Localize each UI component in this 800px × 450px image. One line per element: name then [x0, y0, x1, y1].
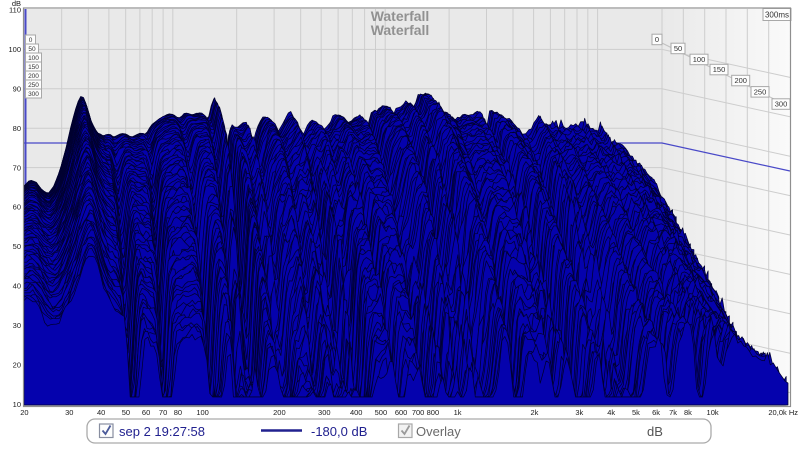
svg-text:700: 700: [412, 408, 425, 417]
svg-text:100: 100: [8, 45, 21, 54]
svg-text:7k: 7k: [669, 408, 677, 417]
svg-text:80: 80: [13, 124, 21, 133]
svg-text:20,0k Hz: 20,0k Hz: [768, 408, 798, 417]
svg-text:Overlay: Overlay: [416, 424, 461, 439]
svg-text:2k: 2k: [530, 408, 538, 417]
svg-text:Waterfall: Waterfall: [371, 8, 430, 24]
svg-text:20: 20: [13, 360, 21, 369]
svg-text:0: 0: [29, 37, 33, 44]
svg-text:70: 70: [159, 408, 167, 417]
svg-text:500: 500: [375, 408, 388, 417]
svg-text:150: 150: [28, 64, 39, 71]
svg-text:50: 50: [674, 44, 682, 53]
svg-text:dB: dB: [12, 0, 21, 8]
svg-text:300: 300: [318, 408, 331, 417]
svg-text:600: 600: [395, 408, 408, 417]
svg-text:50: 50: [122, 408, 130, 417]
svg-text:4k: 4k: [607, 408, 615, 417]
svg-text:3k: 3k: [575, 408, 583, 417]
svg-text:150: 150: [713, 65, 726, 74]
svg-text:6k: 6k: [652, 408, 660, 417]
svg-text:Waterfall: Waterfall: [371, 22, 430, 38]
svg-text:100: 100: [693, 55, 706, 64]
svg-text:-180,0 dB: -180,0 dB: [311, 424, 367, 439]
svg-text:50: 50: [28, 46, 36, 53]
svg-text:300: 300: [775, 100, 788, 109]
svg-text:10: 10: [13, 400, 21, 409]
svg-text:dB: dB: [647, 424, 663, 439]
svg-text:300ms: 300ms: [765, 10, 789, 19]
svg-text:20: 20: [20, 408, 28, 417]
svg-text:200: 200: [28, 73, 39, 80]
svg-text:60: 60: [142, 408, 150, 417]
svg-text:40: 40: [13, 282, 21, 291]
svg-text:1k: 1k: [454, 408, 462, 417]
svg-text:0: 0: [655, 35, 659, 44]
svg-text:100: 100: [28, 55, 39, 62]
svg-text:800: 800: [427, 408, 440, 417]
svg-text:5k: 5k: [632, 408, 640, 417]
svg-text:200: 200: [734, 76, 747, 85]
svg-text:30: 30: [65, 408, 73, 417]
svg-text:250: 250: [754, 88, 767, 97]
svg-text:70: 70: [13, 163, 21, 172]
svg-text:110: 110: [9, 6, 21, 15]
svg-text:90: 90: [13, 84, 21, 93]
svg-text:40: 40: [97, 408, 105, 417]
svg-text:200: 200: [273, 408, 286, 417]
svg-text:50: 50: [13, 242, 21, 251]
svg-text:250: 250: [28, 82, 39, 89]
svg-text:400: 400: [350, 408, 363, 417]
svg-text:30: 30: [13, 321, 21, 330]
svg-text:sep 2 19:27:58: sep 2 19:27:58: [119, 424, 205, 439]
svg-text:80: 80: [174, 408, 182, 417]
svg-text:8k: 8k: [684, 408, 692, 417]
svg-text:60: 60: [13, 203, 21, 212]
svg-text:10k: 10k: [707, 408, 719, 417]
svg-text:300: 300: [28, 91, 39, 98]
svg-text:100: 100: [196, 408, 209, 417]
